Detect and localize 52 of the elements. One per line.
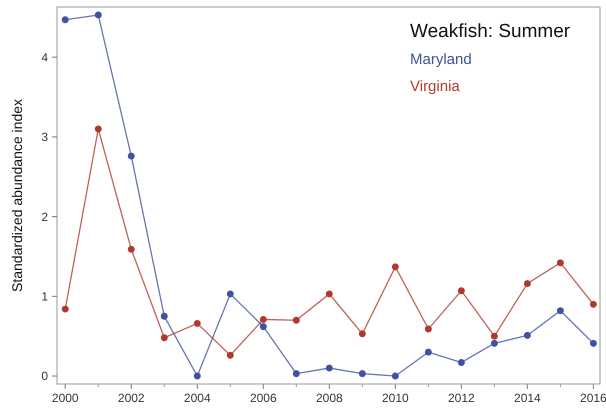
point xyxy=(62,16,69,24)
point xyxy=(226,352,234,359)
x-tick-label: 2006 xyxy=(250,391,277,405)
x-tick-label: 2010 xyxy=(382,391,410,405)
point xyxy=(62,306,69,313)
x-tick-label: 2014 xyxy=(514,391,542,405)
point xyxy=(556,259,564,266)
point xyxy=(490,340,498,347)
y-tick-label: 0 xyxy=(41,369,48,384)
point xyxy=(194,320,201,327)
x-tick-label: 2000 xyxy=(52,391,79,405)
point xyxy=(326,364,333,372)
point xyxy=(524,280,531,288)
point xyxy=(358,330,366,338)
y-tick-label: 2 xyxy=(41,210,48,224)
point xyxy=(458,287,465,294)
point xyxy=(128,152,135,160)
y-axis-title: Standardized abundance index xyxy=(9,98,25,292)
point xyxy=(358,370,366,378)
y-tick-label: 1 xyxy=(41,290,48,304)
point xyxy=(590,340,597,347)
point xyxy=(458,359,465,366)
x-tick-label: 2004 xyxy=(184,391,211,405)
point xyxy=(94,12,102,18)
x-tick-label: 2002 xyxy=(118,391,145,405)
point xyxy=(490,332,498,340)
point xyxy=(392,372,399,380)
point xyxy=(524,332,531,339)
point xyxy=(260,323,267,330)
point xyxy=(424,348,432,356)
point xyxy=(590,300,597,308)
point xyxy=(260,316,267,323)
legend-title: Weakfish: Summer xyxy=(410,21,571,42)
point xyxy=(128,246,135,253)
point xyxy=(160,334,168,342)
point xyxy=(556,307,564,314)
text: Maryland xyxy=(410,51,472,68)
x-tick-label: 2012 xyxy=(448,391,476,405)
y-tick-label: 3 xyxy=(41,130,48,144)
point xyxy=(292,316,300,324)
text: Virginia xyxy=(410,78,460,95)
point xyxy=(226,290,234,298)
x-tick-label: 2008 xyxy=(316,391,343,405)
x-tick-label: 2016 xyxy=(580,391,606,405)
point xyxy=(194,372,201,380)
point xyxy=(392,263,399,270)
point xyxy=(94,125,102,132)
point xyxy=(160,312,168,320)
point xyxy=(424,326,432,332)
point xyxy=(292,370,300,378)
y-tick-label: 4 xyxy=(41,50,48,64)
point xyxy=(326,290,333,298)
